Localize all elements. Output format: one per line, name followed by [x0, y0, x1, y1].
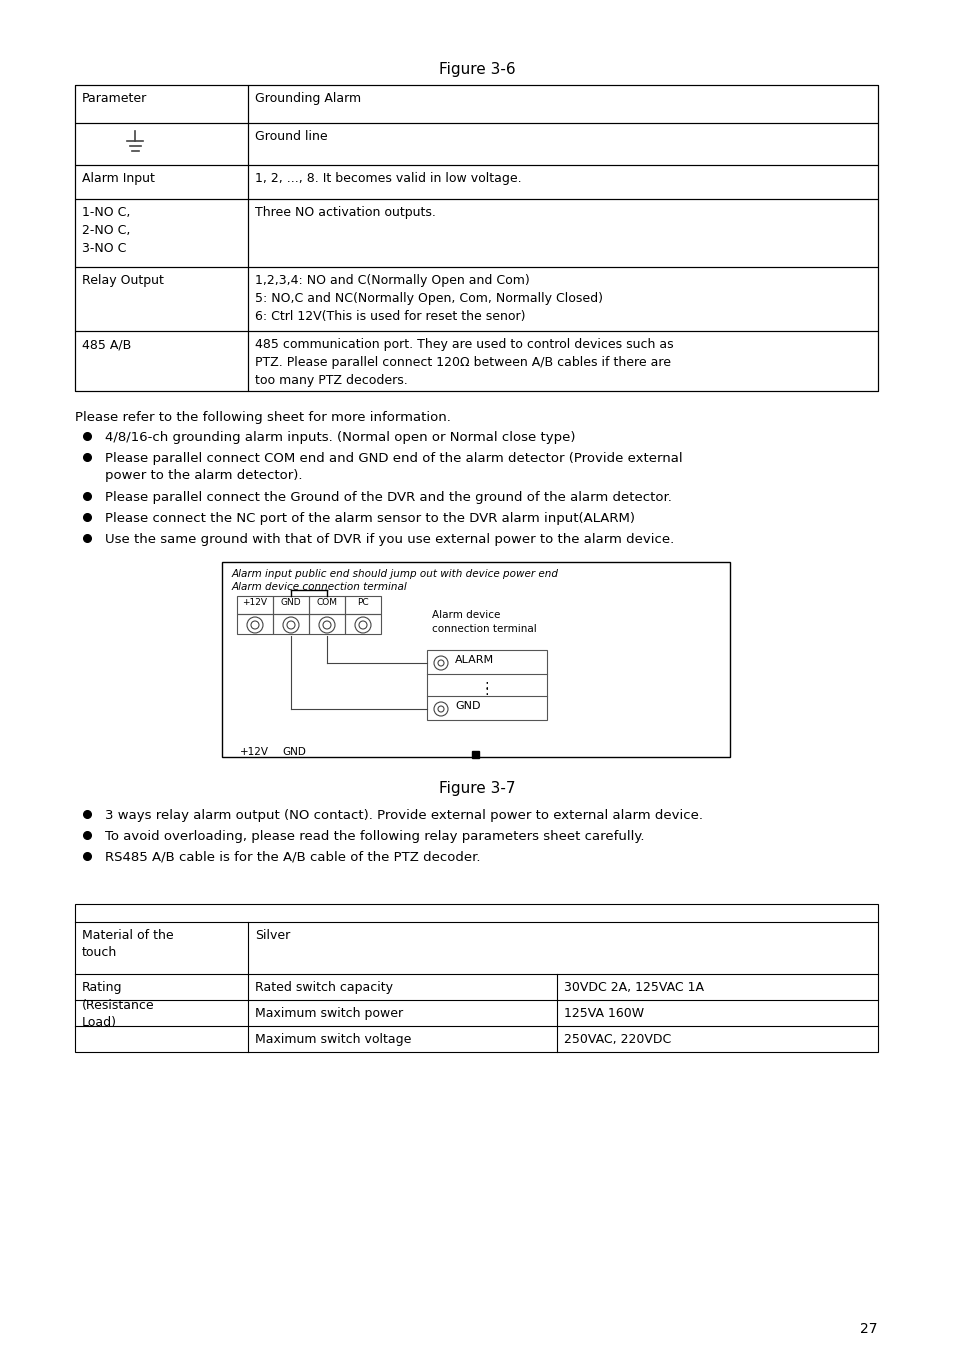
- Text: Alarm input public end should jump out with device power end: Alarm input public end should jump out w…: [232, 568, 558, 579]
- Bar: [222, 562, 729, 757]
- Bar: [345, 595, 380, 614]
- Text: GND: GND: [282, 747, 306, 757]
- Bar: [248, 85, 877, 123]
- Text: 27: 27: [860, 1322, 877, 1336]
- Text: 485 communication port. They are used to control devices such as
PTZ. Please par: 485 communication port. They are used to…: [254, 338, 673, 387]
- Text: +12V: +12V: [240, 747, 269, 757]
- Text: COM: COM: [316, 598, 337, 608]
- Bar: [75, 165, 248, 198]
- Bar: [236, 614, 273, 634]
- Text: 3 ways relay alarm output (NO contact). Provide external power to external alarm: 3 ways relay alarm output (NO contact). …: [105, 809, 702, 822]
- Bar: [248, 123, 877, 165]
- Text: Grounding Alarm: Grounding Alarm: [254, 92, 360, 105]
- Text: Parameter: Parameter: [82, 92, 147, 105]
- Text: 4/8/16-ch grounding alarm inputs. (Normal open or Normal close type): 4/8/16-ch grounding alarm inputs. (Norma…: [105, 431, 575, 444]
- Text: 1-NO C,
2-NO C,
3-NO C: 1-NO C, 2-NO C, 3-NO C: [82, 207, 131, 255]
- Bar: [309, 595, 345, 614]
- Text: Please parallel connect COM end and GND end of the alarm detector (Provide exter: Please parallel connect COM end and GND …: [105, 452, 682, 482]
- Text: Alarm device connection terminal: Alarm device connection terminal: [232, 582, 407, 593]
- Bar: [75, 267, 248, 331]
- Text: Please parallel connect the Ground of the DVR and the ground of the alarm detect: Please parallel connect the Ground of th…: [105, 491, 671, 504]
- Text: Maximum switch power: Maximum switch power: [254, 1007, 402, 1021]
- Text: 30VDC 2A, 125VAC 1A: 30VDC 2A, 125VAC 1A: [563, 981, 703, 994]
- Bar: [75, 123, 248, 165]
- Text: :: :: [484, 678, 489, 693]
- Bar: [248, 267, 877, 331]
- Bar: [248, 331, 877, 392]
- Bar: [309, 614, 345, 634]
- Bar: [75, 85, 877, 392]
- Text: 125VA 160W: 125VA 160W: [563, 1007, 643, 1021]
- Bar: [75, 85, 248, 123]
- Text: Ground line: Ground line: [254, 130, 327, 143]
- Text: 250VAC, 220VDC: 250VAC, 220VDC: [563, 1033, 670, 1046]
- Bar: [75, 198, 248, 267]
- Bar: [75, 331, 248, 392]
- Bar: [273, 595, 309, 614]
- Bar: [427, 649, 546, 720]
- Bar: [75, 904, 877, 1052]
- Bar: [236, 595, 273, 614]
- Text: Please connect the NC port of the alarm sensor to the DVR alarm input(ALARM): Please connect the NC port of the alarm …: [105, 512, 635, 525]
- Bar: [248, 198, 877, 267]
- Bar: [345, 614, 380, 634]
- Text: Alarm Input: Alarm Input: [82, 171, 154, 185]
- Text: 485 A/B: 485 A/B: [82, 338, 132, 351]
- Text: GND: GND: [280, 598, 301, 608]
- Text: PC: PC: [356, 598, 369, 608]
- Text: Use the same ground with that of DVR if you use external power to the alarm devi: Use the same ground with that of DVR if …: [105, 533, 674, 545]
- Text: 1, 2, ..., 8. It becomes valid in low voltage.: 1, 2, ..., 8. It becomes valid in low vo…: [254, 171, 520, 185]
- Text: :: :: [484, 684, 489, 698]
- Text: Maximum switch voltage: Maximum switch voltage: [254, 1033, 411, 1046]
- Text: 1,2,3,4: NO and C(Normally Open and Com)
5: NO,C and NC(Normally Open, Com, Norm: 1,2,3,4: NO and C(Normally Open and Com)…: [254, 274, 602, 323]
- Text: Alarm device
connection terminal: Alarm device connection terminal: [432, 610, 537, 633]
- Text: Figure 3-7: Figure 3-7: [438, 782, 515, 796]
- Text: Three NO activation outputs.: Three NO activation outputs.: [254, 207, 436, 219]
- Text: Rating
(Resistance
Load): Rating (Resistance Load): [82, 981, 154, 1029]
- Text: Please refer to the following sheet for more information.: Please refer to the following sheet for …: [75, 410, 451, 424]
- Bar: [472, 751, 479, 757]
- Text: Relay Output: Relay Output: [82, 274, 164, 288]
- Bar: [273, 614, 309, 634]
- Text: RS485 A/B cable is for the A/B cable of the PTZ decoder.: RS485 A/B cable is for the A/B cable of …: [105, 850, 480, 864]
- Text: ALARM: ALARM: [455, 655, 494, 666]
- Text: GND: GND: [455, 701, 480, 711]
- Text: Rated switch capacity: Rated switch capacity: [254, 981, 393, 994]
- Text: To avoid overloading, please read the following relay parameters sheet carefully: To avoid overloading, please read the fo…: [105, 830, 644, 842]
- Text: Silver: Silver: [254, 929, 290, 942]
- Bar: [248, 165, 877, 198]
- Text: Material of the
touch: Material of the touch: [82, 929, 173, 960]
- Text: +12V: +12V: [242, 598, 267, 608]
- Text: Figure 3-6: Figure 3-6: [438, 62, 515, 77]
